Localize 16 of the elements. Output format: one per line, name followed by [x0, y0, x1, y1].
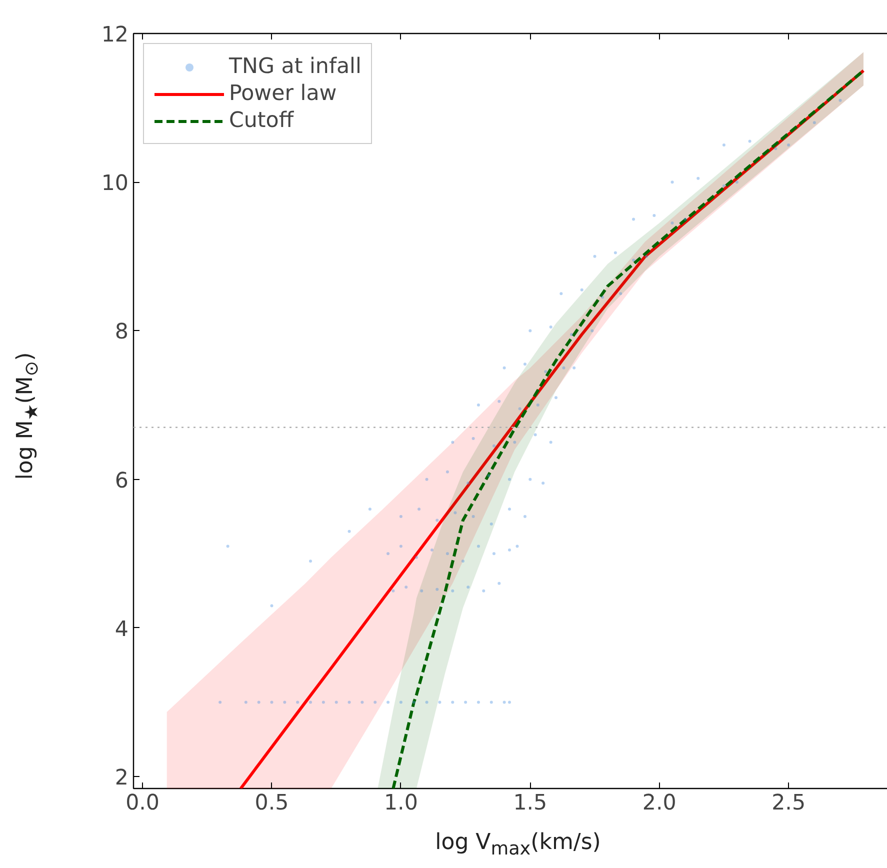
y-tick-label: 8 [114, 320, 129, 345]
x-tick-label: 0.5 [254, 790, 289, 816]
x-axis-title: log V$_{max}$(km/s) [435, 829, 601, 862]
legend-label: Cutoff [229, 108, 294, 133]
y-tick-label: 2 [114, 766, 129, 791]
x-tick-label: 0.0 [126, 790, 160, 816]
x-tick-label: 2.5 [772, 790, 806, 816]
x-tick-label: 2.0 [642, 790, 676, 816]
y-tick-label: 12 [101, 22, 128, 48]
y-tick-label: 6 [114, 468, 129, 494]
y-tick-label: 4 [114, 616, 129, 642]
x-tick-label: 1.0 [384, 790, 418, 816]
legend-label: Power law [229, 81, 337, 106]
y-tick-label: 10 [101, 171, 128, 196]
legend-label: TNG at infall [229, 54, 362, 79]
x-tick-label: 1.5 [513, 790, 548, 816]
